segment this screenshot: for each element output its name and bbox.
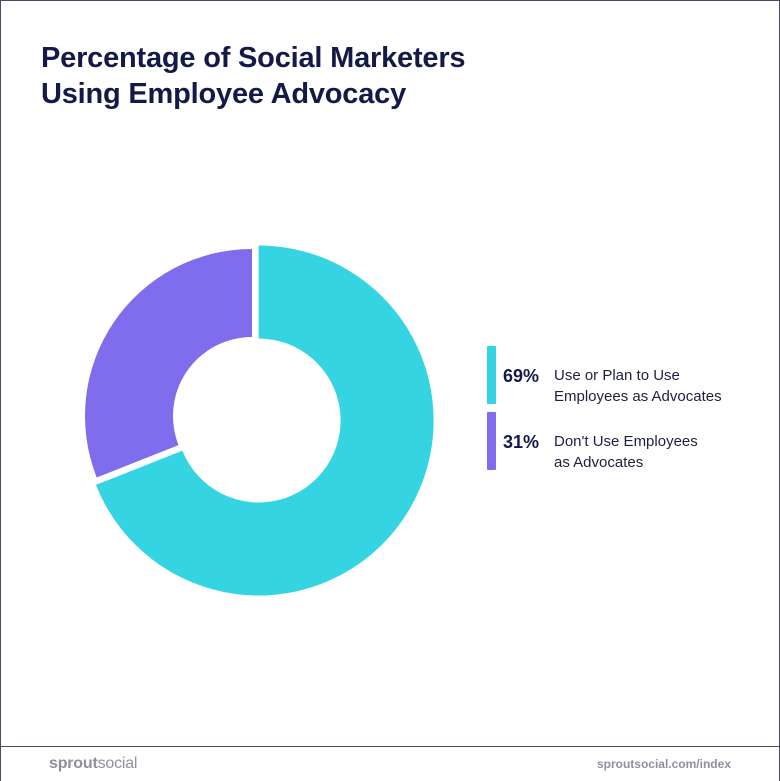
legend-percent-dont-use: 31%	[503, 432, 540, 452]
footer-url: sproutsocial.com/index	[596, 757, 731, 771]
donut-slice-use	[95, 245, 434, 596]
legend-percent-use: 69%	[503, 366, 540, 386]
sproutsocial-logo: sproutsocial	[49, 755, 138, 772]
legend-label-dont-use-line-1: Don't Use Employees	[554, 433, 698, 450]
footer: sproutsocial sproutsocial.com/index	[1, 746, 779, 781]
chart-title: Percentage of Social Marketers Using Emp…	[41, 40, 466, 112]
chart-title-line-2: Using Employee Advocacy	[41, 78, 407, 110]
legend-swatch-use	[487, 346, 496, 404]
legend-swatch-dont-use	[487, 412, 496, 470]
legend-label-dont-use-line-2: as Advocates	[554, 454, 644, 471]
donut-slice-dont-use	[84, 249, 252, 478]
legend-label-dont-use: Don't Use Employees as Advocates	[554, 431, 698, 473]
legend-label-use-line-2: Employees as Advocates	[554, 388, 722, 405]
legend-label-use-line-1: Use or Plan to Use	[554, 367, 680, 384]
chart-title-line-1: Percentage of Social Marketers	[41, 42, 466, 74]
legend-label-use: Use or Plan to Use Employees as Advocate…	[554, 365, 722, 407]
